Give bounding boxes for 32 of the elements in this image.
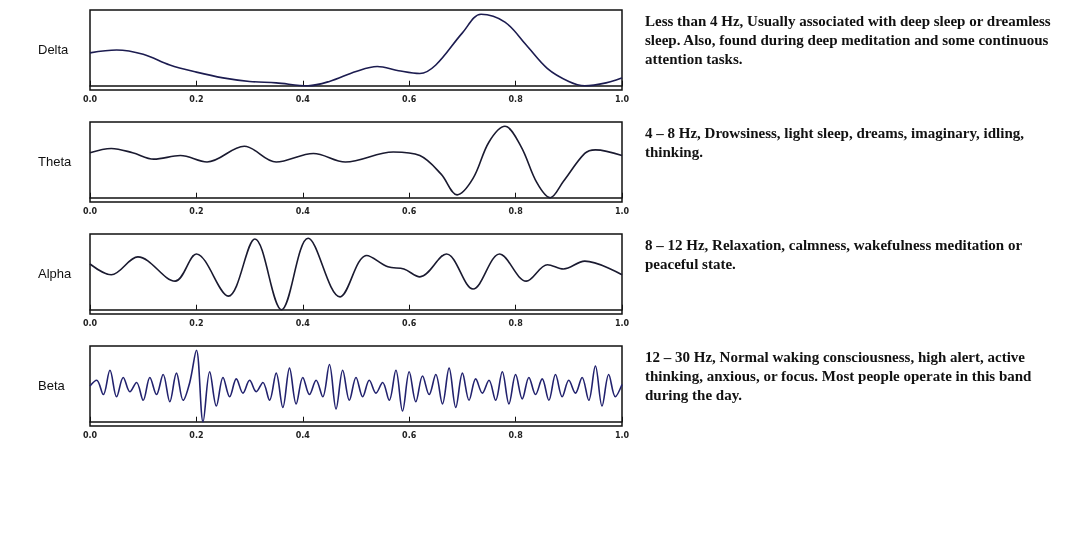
x-tick-label: 0.0 (82, 430, 98, 440)
x-tick-label: 0.8 (508, 318, 524, 328)
y-axis-title: Beta (38, 378, 66, 393)
x-tick-label: 0.6 (402, 206, 417, 216)
x-tick-label: 1.0 (614, 430, 630, 440)
x-tick-label: 0.8 (508, 94, 524, 104)
x-tick-label: 0.0 (82, 94, 98, 104)
x-tick-label: 0.4 (295, 206, 311, 216)
x-tick-label: 0.8 (508, 206, 524, 216)
x-tick-label: 0.4 (295, 94, 311, 104)
x-tick-label: 0.0 (82, 318, 98, 328)
text: 12 – 30 Hz, Normal waking consciousness, high alert, active thinking, anxious, or focus. Most people operate in this band during the day. (645, 348, 1033, 405)
x-tick-label: 1.0 (614, 94, 630, 104)
text: Less than 4 Hz, Usually associated with deep sleep or dreamless sleep. Also, found during deep meditation and some continuous attention tasks. (645, 12, 1052, 69)
x-tick-label: 0.2 (189, 206, 204, 216)
y-axis-title: Alpha (38, 266, 73, 281)
y-axis-title: Theta (38, 154, 73, 169)
x-tick-label: 0.0 (82, 206, 98, 216)
x-tick-label: 0.2 (189, 318, 204, 328)
y-axis-title: Delta (38, 42, 70, 57)
x-tick-label: 0.6 (402, 318, 417, 328)
x-tick-label: 0.4 (295, 430, 311, 440)
text: 4 – 8 Hz, Drowsiness, light sleep, dreams, imaginary, idling, thinking. (645, 124, 1026, 162)
x-tick-label: 0.4 (295, 318, 311, 328)
x-tick-label: 0.2 (189, 430, 204, 440)
text: 8 – 12 Hz, Relaxation, calmness, wakefulness meditation or peaceful state. (645, 236, 1023, 274)
x-tick-label: 1.0 (614, 206, 630, 216)
x-tick-label: 0.2 (189, 94, 204, 104)
x-tick-label: 0.6 (402, 430, 417, 440)
x-tick-label: 0.6 (402, 94, 417, 104)
x-tick-label: 1.0 (614, 318, 630, 328)
x-tick-label: 0.8 (508, 430, 524, 440)
